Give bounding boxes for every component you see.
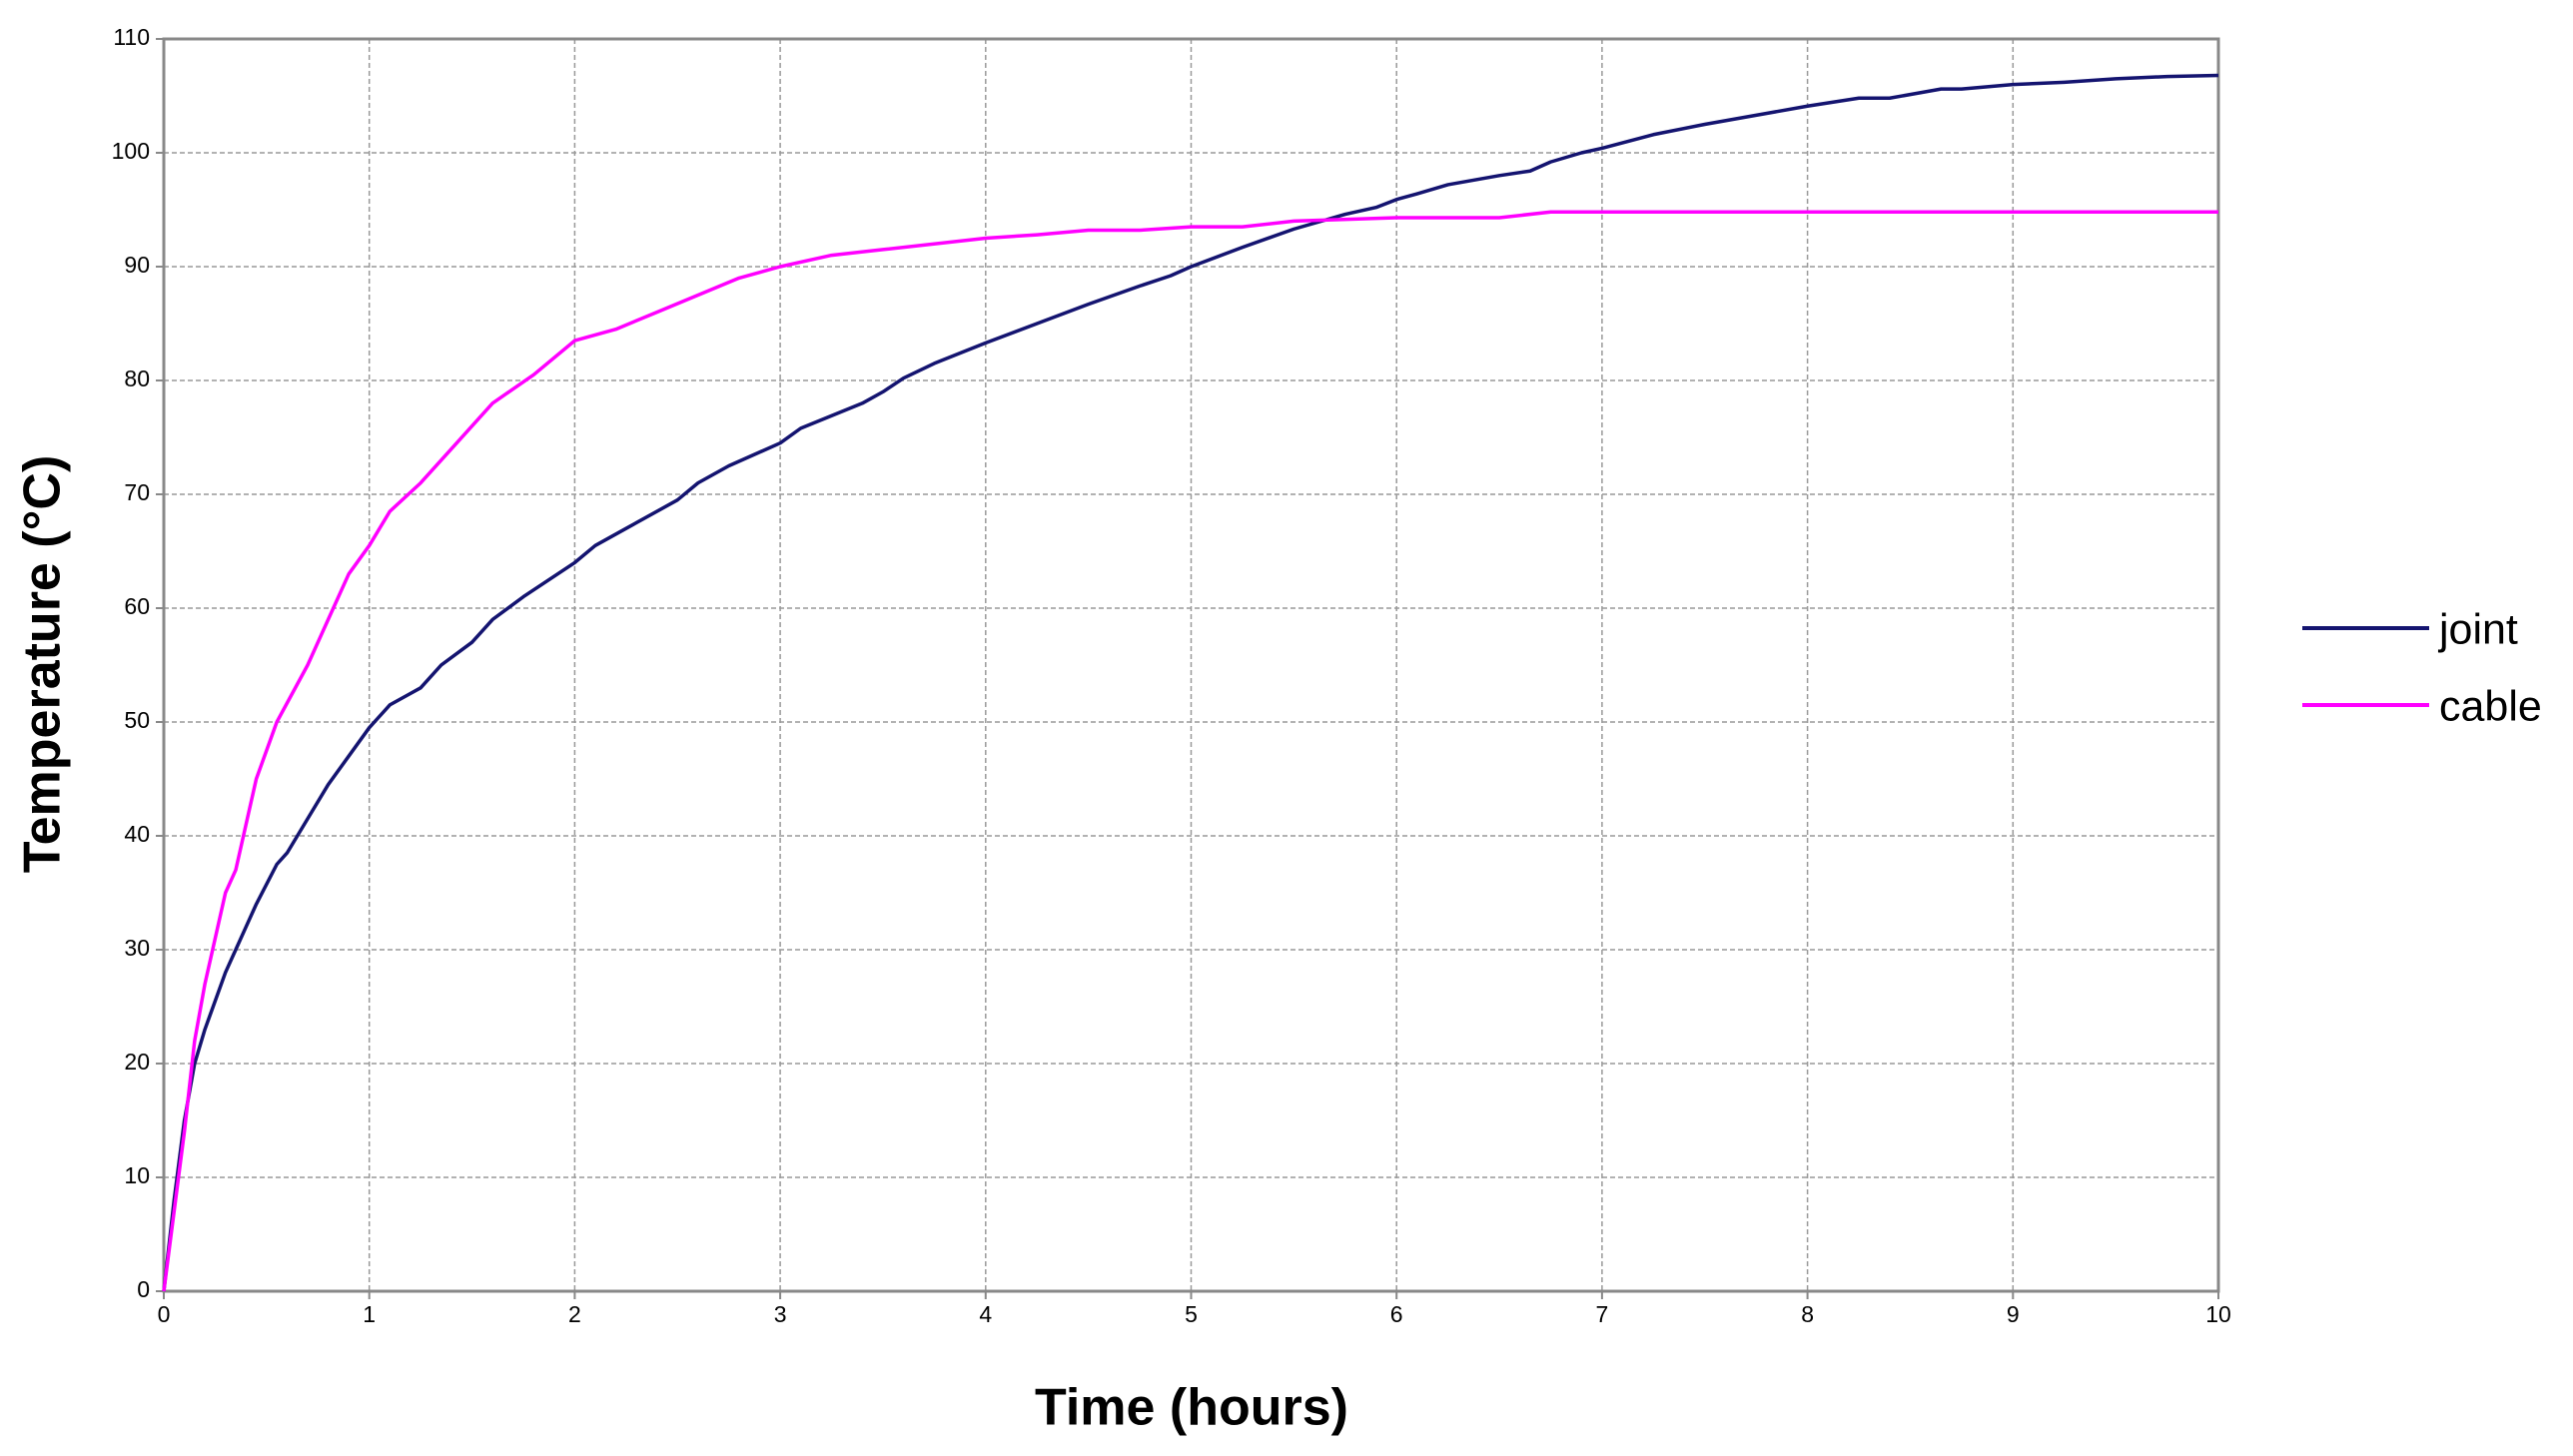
y-tick-label: 110 [113,24,150,50]
legend-label: cable [2439,682,2542,730]
y-tick-label: 100 [112,138,150,164]
y-axis-title: Temperature (°C) [14,455,72,874]
x-tick-label: 8 [1801,1301,1814,1327]
x-tick-label: 4 [979,1301,992,1327]
x-tick-label: 0 [158,1301,171,1327]
x-tick-label: 5 [1185,1301,1198,1327]
y-tick-label: 70 [124,479,150,505]
y-tick-label: 20 [124,1049,150,1075]
line [162,210,2218,1292]
x-tick-label: 2 [568,1301,581,1327]
plot-frame [162,37,2220,1293]
y-tick-label: 40 [124,821,150,847]
x-tick-label: 6 [1390,1301,1403,1327]
y-tick-label: 90 [124,252,150,278]
y-tick-label: 80 [124,365,150,391]
y-tick-label: 50 [124,707,150,733]
y-tick-label: 10 [124,1162,150,1188]
y-tick-label: 60 [124,593,150,619]
x-tick-label: 7 [1596,1301,1609,1327]
x-tick-label: 3 [774,1301,787,1327]
y-tick-label: 0 [137,1276,150,1302]
line [162,73,2219,1292]
legend-label: joint [2437,605,2518,653]
y-tick-label: 30 [124,935,150,961]
x-tick-label: 1 [363,1301,376,1327]
x-tick-label: 9 [2007,1301,2020,1327]
x-tick-label: 10 [2205,1301,2231,1327]
x-axis-title: Time (hours) [1035,1379,1348,1437]
